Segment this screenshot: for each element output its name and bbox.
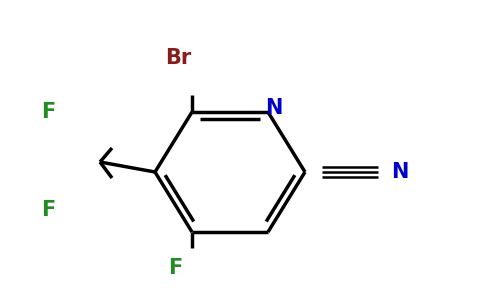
Text: N: N	[391, 162, 408, 182]
Text: F: F	[41, 200, 55, 220]
Text: F: F	[41, 102, 55, 122]
Text: N: N	[265, 98, 283, 118]
Text: Br: Br	[165, 48, 191, 68]
Text: F: F	[168, 258, 182, 278]
